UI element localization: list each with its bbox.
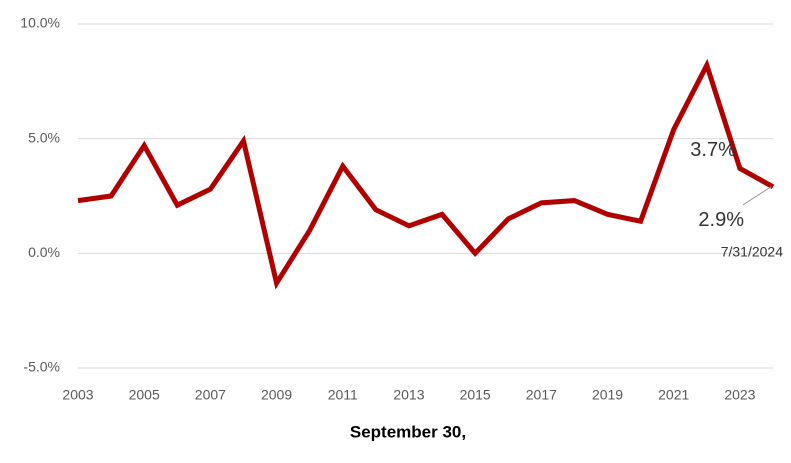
x-tick-label: 2015	[460, 387, 491, 403]
data-line	[77, 58, 775, 290]
x-tick-label: 2009	[261, 387, 292, 403]
annotation: 3.7%	[690, 139, 736, 161]
x-tick-label: 2023	[724, 387, 755, 403]
x-tick-label: 2005	[129, 387, 160, 403]
x-tick-label: 2003	[62, 387, 93, 403]
y-tick-label: 0.0%	[28, 244, 60, 260]
x-tick-label: 2007	[195, 387, 226, 403]
x-axis-title: September 30,	[350, 422, 466, 441]
x-tick-label: 2019	[592, 387, 623, 403]
leader-line	[742, 186, 772, 206]
x-tick-label: 2021	[658, 387, 689, 403]
y-tick-label: 10.0%	[20, 15, 60, 31]
x-tick-label: 2013	[393, 387, 424, 403]
annotation: 7/31/2024	[721, 244, 783, 260]
y-tick-label: -5.0%	[23, 359, 60, 375]
x-tick-label: 2011	[328, 387, 358, 403]
x-tick-label: 2017	[526, 387, 557, 403]
annotation: 2.9%	[698, 209, 744, 231]
y-tick-label: 5.0%	[28, 129, 60, 145]
